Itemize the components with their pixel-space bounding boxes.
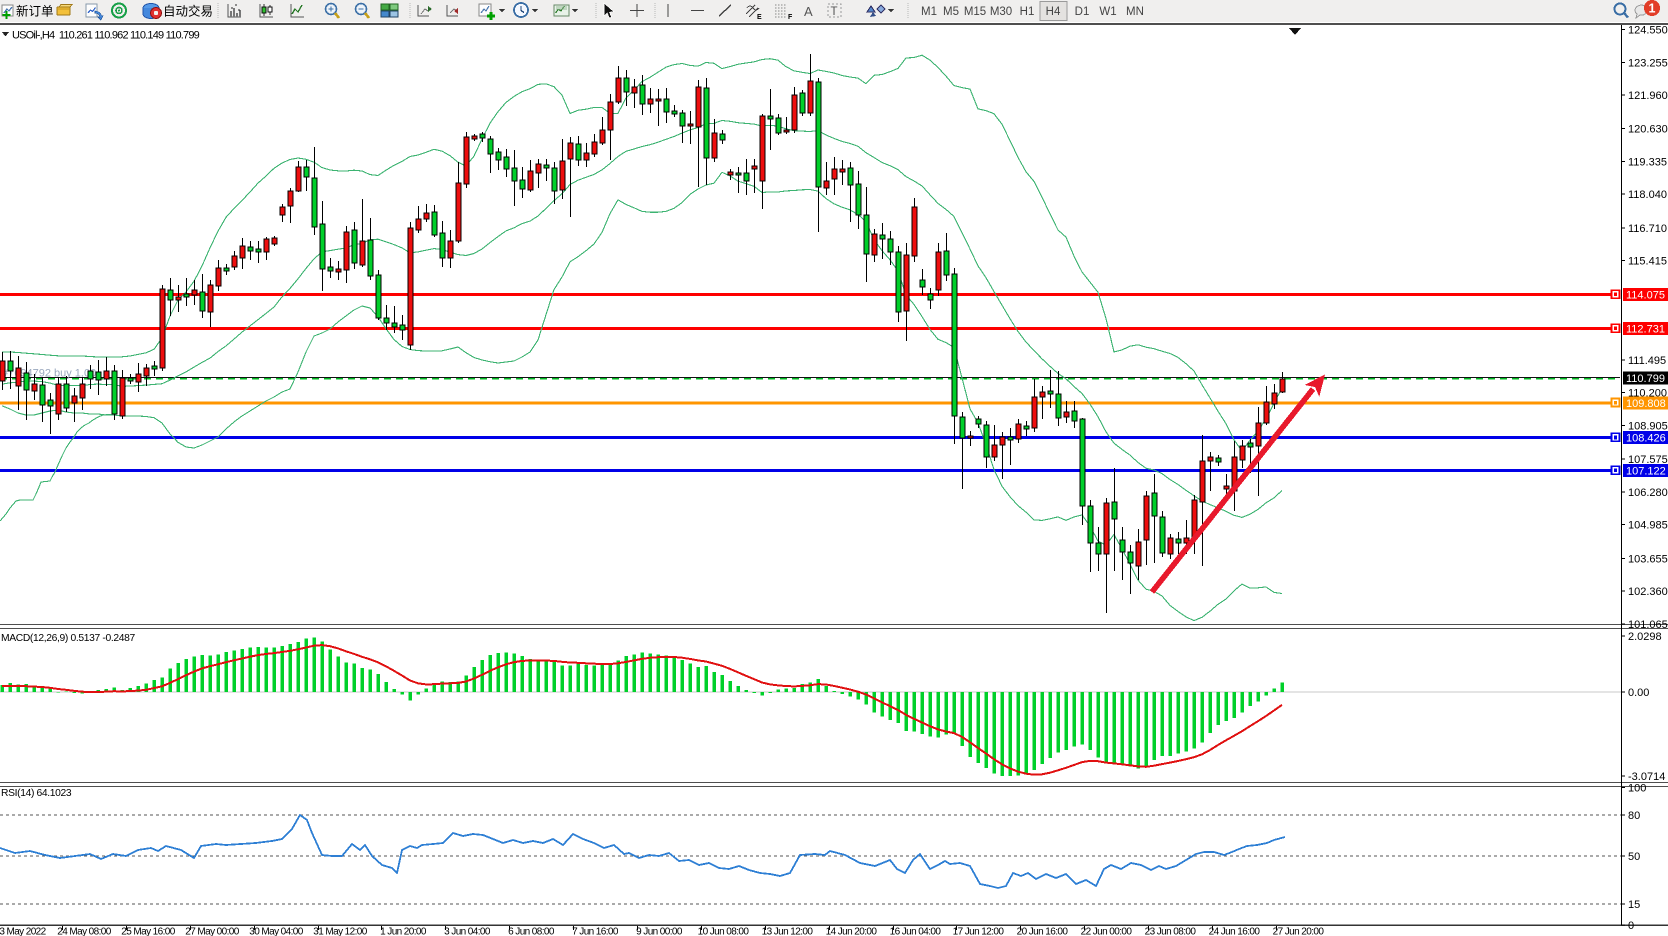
svg-text:20 Jun 16:00: 20 Jun 16:00 xyxy=(1017,927,1069,936)
svg-text:108.905: 108.905 xyxy=(1628,421,1668,433)
svg-text:109.808: 109.808 xyxy=(1626,398,1666,410)
svg-text:110.799: 110.799 xyxy=(1626,373,1665,385)
svg-text:27 May 00:00: 27 May 00:00 xyxy=(185,927,239,936)
svg-text:3 Jun 04:00: 3 Jun 04:00 xyxy=(444,927,491,936)
svg-text:1: 1 xyxy=(1649,2,1656,16)
svg-text:9 Jun 00:00: 9 Jun 00:00 xyxy=(636,927,683,936)
svg-text:7 Jun 16:00: 7 Jun 16:00 xyxy=(572,927,619,936)
svg-text:111.495: 111.495 xyxy=(1628,355,1666,367)
svg-text:22 Jun 00:00: 22 Jun 00:00 xyxy=(1081,927,1133,936)
svg-text:新订单: 新订单 xyxy=(16,4,54,19)
svg-text:16 Jun 04:00: 16 Jun 04:00 xyxy=(890,927,942,936)
svg-text:50: 50 xyxy=(1628,851,1640,863)
svg-text:25 May 16:00: 25 May 16:00 xyxy=(121,927,175,936)
svg-text:USOil-,H4 110.261 110.962 110: USOil-,H4 110.261 110.962 110.149 110.79… xyxy=(12,30,200,42)
svg-text:107.122: 107.122 xyxy=(1626,466,1666,478)
svg-text:103.655: 103.655 xyxy=(1628,553,1668,565)
svg-text:112.731: 112.731 xyxy=(1626,324,1665,336)
svg-text:14 Jun 20:00: 14 Jun 20:00 xyxy=(826,927,878,936)
svg-text:H1: H1 xyxy=(1020,6,1035,18)
svg-text:123.255: 123.255 xyxy=(1628,57,1668,69)
svg-text:M1: M1 xyxy=(921,6,937,18)
svg-text:24 May 08:00: 24 May 08:00 xyxy=(57,927,111,936)
svg-text:23 Jun 08:00: 23 Jun 08:00 xyxy=(1145,927,1197,936)
svg-text:118.040: 118.040 xyxy=(1628,189,1667,201)
svg-text:102.360: 102.360 xyxy=(1628,586,1668,598)
svg-text:6 Jun 08:00: 6 Jun 08:00 xyxy=(508,927,555,936)
svg-text:106.280: 106.280 xyxy=(1628,487,1668,499)
svg-text:104.985: 104.985 xyxy=(1628,520,1668,532)
svg-text:108.426: 108.426 xyxy=(1626,433,1666,445)
svg-text:1 Jun 20:00: 1 Jun 20:00 xyxy=(380,927,427,936)
svg-text:M30: M30 xyxy=(990,6,1012,18)
svg-text:RSI(14) 64.1023: RSI(14) 64.1023 xyxy=(1,788,72,799)
svg-text:116.710: 116.710 xyxy=(1628,223,1667,235)
svg-text:30 May 04:00: 30 May 04:00 xyxy=(249,927,303,936)
svg-text:W1: W1 xyxy=(1099,6,1116,18)
svg-text:MN: MN xyxy=(1126,6,1144,18)
svg-text:M15: M15 xyxy=(964,6,986,18)
svg-text:124.550: 124.550 xyxy=(1628,25,1668,37)
svg-text:15: 15 xyxy=(1628,899,1640,911)
svg-text:0.00: 0.00 xyxy=(1628,687,1649,699)
svg-text:-3.0714: -3.0714 xyxy=(1628,771,1665,783)
svg-text:M5: M5 xyxy=(943,6,959,18)
svg-text:自动交易: 自动交易 xyxy=(163,4,213,19)
svg-text:115.415: 115.415 xyxy=(1628,256,1667,268)
svg-text:107.575: 107.575 xyxy=(1628,454,1668,466)
svg-text:100: 100 xyxy=(1628,783,1646,795)
svg-text:0: 0 xyxy=(1628,920,1634,932)
svg-text:F: F xyxy=(788,14,793,21)
svg-text:MACD(12,26,9) 0.5137 -0.2487: MACD(12,26,9) 0.5137 -0.2487 xyxy=(1,633,135,644)
svg-text:E: E xyxy=(757,14,762,21)
svg-text:120.630: 120.630 xyxy=(1628,124,1668,136)
svg-text:101.065: 101.065 xyxy=(1628,619,1668,631)
svg-text:121.960: 121.960 xyxy=(1628,90,1668,102)
svg-text:13 Jun 12:00: 13 Jun 12:00 xyxy=(762,927,814,936)
svg-text:2.0298: 2.0298 xyxy=(1628,631,1662,643)
svg-text:23 May 2022: 23 May 2022 xyxy=(0,927,47,936)
svg-text:D1: D1 xyxy=(1075,6,1090,18)
svg-text:T: T xyxy=(831,6,838,18)
svg-text:17 Jun 12:00: 17 Jun 12:00 xyxy=(953,927,1005,936)
svg-text:114.075: 114.075 xyxy=(1626,290,1665,302)
svg-text:27 Jun 20:00: 27 Jun 20:00 xyxy=(1273,927,1325,936)
svg-text:119.335: 119.335 xyxy=(1628,157,1667,169)
svg-text:10 Jun 08:00: 10 Jun 08:00 xyxy=(698,927,750,936)
svg-text:31 May 12:00: 31 May 12:00 xyxy=(313,927,367,936)
svg-text:H4: H4 xyxy=(1046,6,1061,18)
svg-text:A: A xyxy=(804,4,813,19)
svg-text:24 Jun 16:00: 24 Jun 16:00 xyxy=(1209,927,1261,936)
svg-text:80: 80 xyxy=(1628,810,1640,822)
